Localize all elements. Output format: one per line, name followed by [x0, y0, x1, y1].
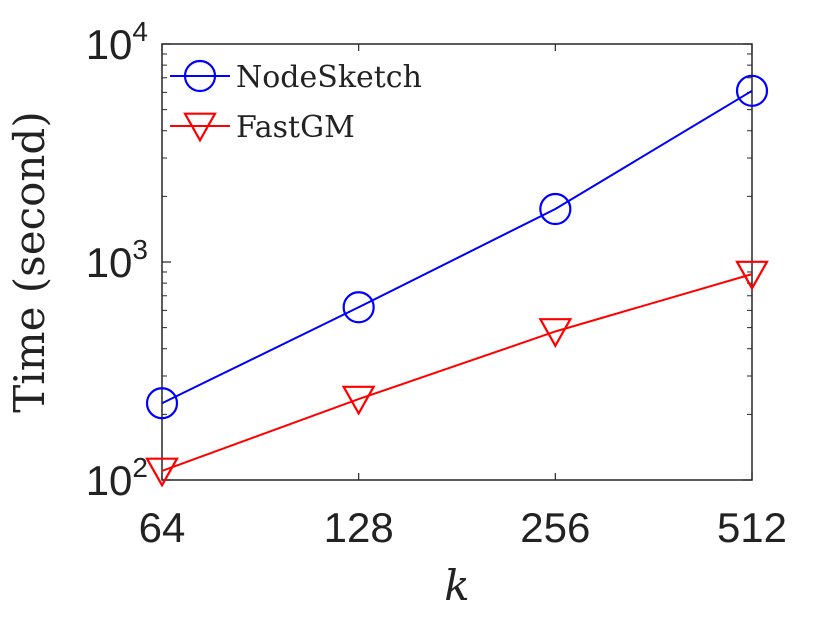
x-tick-label: 256 — [520, 504, 590, 551]
y-tick-label: 103 — [86, 234, 148, 286]
data-point-nodesketch — [342, 291, 375, 324]
data-point-fastgm — [538, 318, 573, 348]
data-point-fastgm — [145, 457, 179, 488]
series-layer — [145, 74, 769, 488]
y-tick-base: 10 — [86, 21, 133, 68]
x-axis-label: k — [444, 561, 469, 610]
y-tick-base: 10 — [86, 457, 133, 504]
data-point-fastgm — [735, 260, 769, 291]
legend-marker-fastgm — [183, 112, 217, 143]
y-axis-label: Time (second) — [5, 111, 54, 412]
legend: NodeSketch FastGM — [170, 59, 422, 145]
x-tick-label: 64 — [139, 504, 186, 551]
y-tick-exponent: 3 — [132, 234, 148, 265]
legend-label-fastgm: FastGM — [236, 110, 355, 145]
x-tick-label: 128 — [324, 504, 394, 551]
x-axis-ticks: 64 128 256 512 — [139, 44, 787, 551]
y-tick-base: 10 — [86, 239, 133, 286]
y-tick-exponent: 4 — [132, 16, 148, 47]
plot-area — [161, 43, 753, 481]
series-line-nodesketch — [161, 89, 753, 405]
data-point-nodesketch — [735, 74, 769, 107]
x-tick-label: 512 — [717, 504, 787, 551]
series-line-fastgm — [161, 273, 753, 472]
legend-marker-nodesketch — [183, 59, 217, 93]
y-tick-label: 104 — [86, 16, 148, 68]
data-point-nodesketch — [539, 192, 572, 226]
y-tick-label: 102 — [86, 452, 148, 504]
data-point-fastgm — [341, 385, 376, 416]
data-point-nodesketch — [145, 387, 179, 420]
legend-label-nodesketch: NodeSketch — [236, 60, 422, 95]
y-tick-exponent: 2 — [132, 452, 148, 483]
